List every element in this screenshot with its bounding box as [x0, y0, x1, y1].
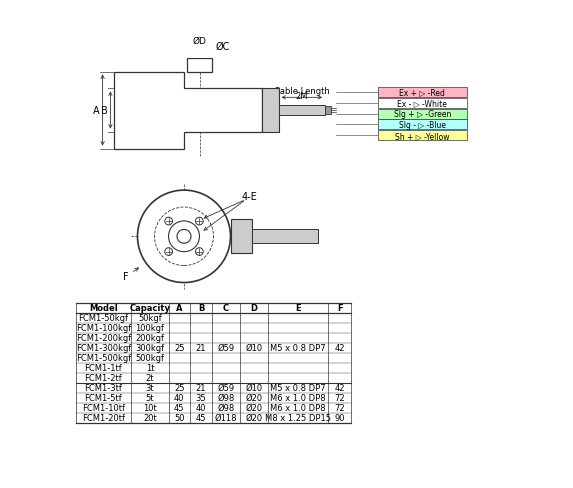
Polygon shape — [378, 109, 467, 119]
Text: 4-E: 4-E — [242, 192, 258, 202]
Text: Slg + ▷ -Green: Slg + ▷ -Green — [394, 110, 451, 119]
Text: M5 x 0.8 DP7: M5 x 0.8 DP7 — [270, 384, 325, 392]
Text: Ø59: Ø59 — [217, 384, 234, 392]
Text: FCM1-200kgf: FCM1-200kgf — [76, 333, 131, 343]
Text: 72: 72 — [335, 393, 345, 402]
Text: F: F — [337, 304, 343, 312]
Text: Ø10: Ø10 — [245, 384, 262, 392]
Text: D: D — [250, 304, 257, 312]
Text: 100kgf: 100kgf — [135, 324, 164, 332]
Text: 50: 50 — [174, 413, 185, 422]
Text: 40: 40 — [174, 393, 185, 402]
Text: Ø20: Ø20 — [245, 413, 262, 422]
Text: FCM1-1tf: FCM1-1tf — [85, 364, 122, 372]
Text: A: A — [93, 106, 100, 116]
Text: A: A — [176, 304, 183, 312]
Text: FCM1-100kgf: FCM1-100kgf — [76, 324, 131, 332]
Text: 200kgf: 200kgf — [135, 333, 164, 343]
Text: 45: 45 — [196, 413, 206, 422]
Text: 45: 45 — [174, 403, 185, 412]
Text: Ex - ▷ -White: Ex - ▷ -White — [397, 99, 448, 108]
Circle shape — [168, 222, 199, 252]
Polygon shape — [230, 220, 252, 254]
Polygon shape — [378, 120, 467, 130]
Text: 1t: 1t — [146, 364, 154, 372]
Text: ØD: ØD — [193, 37, 206, 46]
Text: 20t: 20t — [143, 413, 157, 422]
Polygon shape — [187, 59, 212, 72]
Text: FCM1-5tf: FCM1-5tf — [85, 393, 122, 402]
Text: 35: 35 — [196, 393, 206, 402]
Text: 21: 21 — [196, 344, 206, 352]
Text: Sh + ▷ -Yellow: Sh + ▷ -Yellow — [395, 131, 450, 140]
Text: E: E — [295, 304, 301, 312]
Text: 50kgf: 50kgf — [138, 313, 162, 323]
Polygon shape — [378, 131, 467, 141]
Text: 2M: 2M — [296, 92, 308, 101]
Text: 2t: 2t — [146, 373, 154, 382]
Circle shape — [138, 191, 230, 283]
Text: FCM1-50kgf: FCM1-50kgf — [79, 313, 128, 323]
Text: 500kgf: 500kgf — [135, 353, 164, 363]
Text: 300kgf: 300kgf — [135, 344, 164, 352]
Text: M8 x 1.25 DP15: M8 x 1.25 DP15 — [265, 413, 331, 422]
Text: FCM1-500kgf: FCM1-500kgf — [76, 353, 131, 363]
Text: Ø20: Ø20 — [245, 393, 262, 402]
Polygon shape — [378, 99, 467, 108]
Circle shape — [165, 248, 172, 256]
Text: Capacity: Capacity — [129, 304, 170, 312]
Text: 40: 40 — [196, 403, 206, 412]
Text: FCM1-20tf: FCM1-20tf — [82, 413, 125, 422]
Text: FCM1-2tf: FCM1-2tf — [85, 373, 122, 382]
Text: Ø20: Ø20 — [245, 403, 262, 412]
Text: F: F — [123, 272, 129, 282]
Text: 90: 90 — [335, 413, 345, 422]
Text: M6 x 1.0 DP8: M6 x 1.0 DP8 — [270, 403, 325, 412]
Text: B: B — [101, 106, 108, 116]
Circle shape — [165, 218, 172, 225]
Text: Ex + ▷ -Red: Ex + ▷ -Red — [399, 88, 445, 97]
Text: B: B — [198, 304, 204, 312]
Text: 3t: 3t — [146, 384, 154, 392]
Text: Ø10: Ø10 — [245, 344, 262, 352]
Text: 72: 72 — [335, 403, 345, 412]
Text: Ø98: Ø98 — [217, 393, 234, 402]
Text: 10t: 10t — [143, 403, 157, 412]
Text: 25: 25 — [174, 344, 185, 352]
Text: FCM1-3tf: FCM1-3tf — [84, 384, 123, 392]
Circle shape — [195, 248, 203, 256]
Text: FCM1-300kgf: FCM1-300kgf — [76, 344, 131, 352]
Circle shape — [195, 218, 203, 225]
Text: 42: 42 — [335, 344, 345, 352]
Text: M5 x 0.8 DP7: M5 x 0.8 DP7 — [270, 344, 325, 352]
Polygon shape — [114, 72, 261, 149]
Circle shape — [177, 230, 191, 244]
Text: Ø118: Ø118 — [215, 413, 237, 422]
Text: M6 x 1.0 DP8: M6 x 1.0 DP8 — [270, 393, 325, 402]
Text: Ø59: Ø59 — [217, 344, 234, 352]
Text: 42: 42 — [335, 384, 345, 392]
Text: 21: 21 — [196, 384, 206, 392]
Polygon shape — [252, 230, 318, 244]
Polygon shape — [278, 106, 325, 116]
Text: Model: Model — [89, 304, 118, 312]
Text: 25: 25 — [174, 384, 185, 392]
Text: ØC: ØC — [215, 41, 230, 51]
Polygon shape — [325, 107, 331, 115]
Text: FCM1-10tf: FCM1-10tf — [82, 403, 125, 412]
Text: Cable Length: Cable Length — [274, 87, 329, 96]
Text: C: C — [223, 304, 229, 312]
Polygon shape — [261, 89, 278, 132]
Text: Slg - ▷ -Blue: Slg - ▷ -Blue — [399, 121, 446, 129]
Text: Ø98: Ø98 — [217, 403, 234, 412]
Text: 5t: 5t — [146, 393, 154, 402]
Polygon shape — [378, 88, 467, 98]
